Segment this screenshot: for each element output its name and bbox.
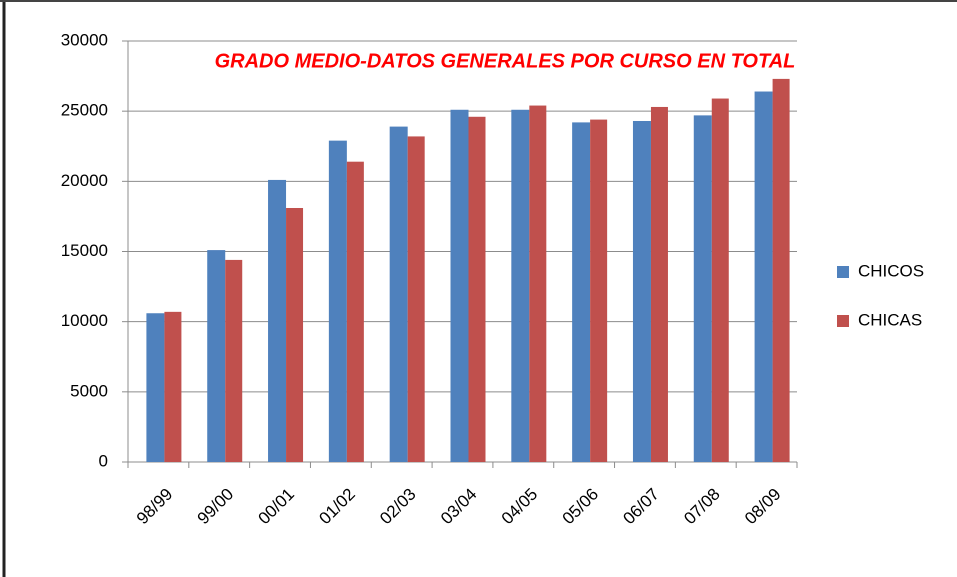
bar (590, 119, 608, 462)
bar (346, 161, 364, 463)
bar (268, 179, 287, 462)
y-tick-label: 0 (99, 451, 108, 470)
bar (450, 109, 469, 462)
bar (650, 106, 668, 462)
bar (225, 259, 243, 462)
bar (389, 126, 408, 462)
y-tick-label: 10000 (61, 311, 108, 330)
bar (772, 78, 790, 462)
bar (511, 109, 530, 462)
bar (207, 250, 226, 462)
bar (529, 105, 547, 462)
bar (146, 313, 165, 462)
legend-swatch (837, 315, 849, 327)
y-tick-label: 5000 (70, 381, 108, 400)
y-tick-label: 25000 (61, 101, 108, 120)
bar (711, 98, 729, 462)
bar (754, 91, 773, 463)
bar (693, 115, 712, 463)
bar (468, 116, 486, 462)
y-tick-label: 30000 (61, 30, 108, 49)
legend-label: CHICOS (858, 261, 924, 280)
bar (632, 120, 651, 463)
bar (328, 140, 347, 463)
bar (286, 207, 304, 462)
legend-swatch (837, 266, 849, 278)
bar (572, 122, 591, 462)
legend-label: CHICAS (858, 310, 922, 329)
bar (164, 311, 182, 462)
y-tick-label: 20000 (61, 171, 108, 190)
y-tick-label: 15000 (61, 241, 108, 260)
chart-title: GRADO MEDIO-DATOS GENERALES POR CURSO EN… (215, 50, 796, 72)
bar (407, 136, 425, 462)
